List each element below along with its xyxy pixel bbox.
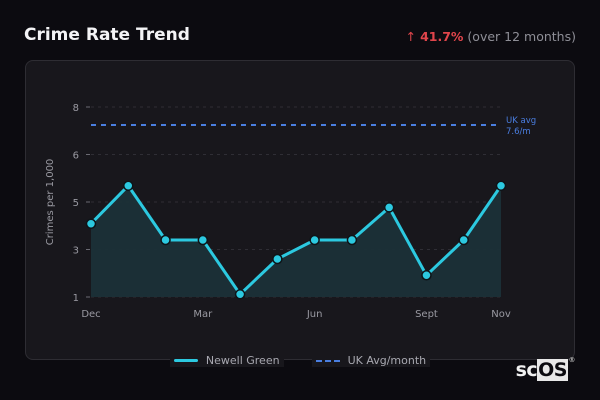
- data-point[interactable]: [272, 253, 283, 265]
- data-point[interactable]: [85, 218, 97, 229]
- y-axis-label: Crimes per 1,000: [45, 159, 56, 246]
- logo-prefix: sc: [515, 359, 538, 381]
- x-tick-label: Jun: [306, 309, 323, 320]
- series-area: [91, 185, 501, 297]
- data-point[interactable]: [421, 270, 432, 281]
- legend-label: Newell Green: [205, 354, 280, 367]
- y-tick-label: 1: [73, 293, 79, 304]
- legend-item-uk-avg[interactable]: UK Avg/month: [311, 354, 431, 367]
- uk-avg-annotation: UK avg: [506, 116, 536, 126]
- change-period: (over 12 months): [467, 29, 576, 44]
- x-tick-label: Dec: [81, 309, 100, 320]
- y-tick-label: 3: [73, 246, 79, 257]
- dashed-line-swatch-icon: [315, 359, 340, 362]
- legend-item-series[interactable]: Newell Green: [169, 354, 284, 367]
- change-indicator: ↑ 41.7% (over 12 months): [406, 29, 576, 44]
- x-tick-label: Sept: [415, 309, 438, 320]
- y-tick-label: 6: [73, 151, 79, 162]
- data-point[interactable]: [160, 234, 171, 246]
- chart-legend: Newell Green UK Avg/month: [0, 354, 600, 367]
- data-point[interactable]: [234, 289, 246, 300]
- data-point[interactable]: [346, 234, 358, 246]
- data-point[interactable]: [197, 234, 209, 246]
- solid-line-swatch-icon: [173, 359, 198, 362]
- data-point[interactable]: [383, 202, 395, 213]
- page-title: Crime Rate Trend: [24, 25, 190, 45]
- data-point[interactable]: [309, 234, 320, 246]
- y-tick-label: 8: [73, 103, 79, 114]
- series-line: [89, 184, 503, 296]
- logo-suffix: OS: [537, 359, 568, 381]
- data-point[interactable]: [458, 234, 469, 246]
- uk-avg-annotation-value: 7.6/m: [506, 127, 531, 137]
- y-tick-label: 5: [73, 198, 79, 209]
- data-point[interactable]: [123, 180, 134, 191]
- data-point[interactable]: [495, 180, 507, 191]
- x-tick-label: Nov: [491, 309, 511, 320]
- arrow-up-icon: ↑: [405, 29, 417, 44]
- change-percent: 41.7%: [420, 29, 464, 44]
- scos-logo: scOS ®: [515, 356, 575, 381]
- x-tick-label: Mar: [193, 309, 213, 320]
- legend-label: UK Avg/month: [347, 354, 427, 367]
- registered-mark: ®: [568, 356, 576, 364]
